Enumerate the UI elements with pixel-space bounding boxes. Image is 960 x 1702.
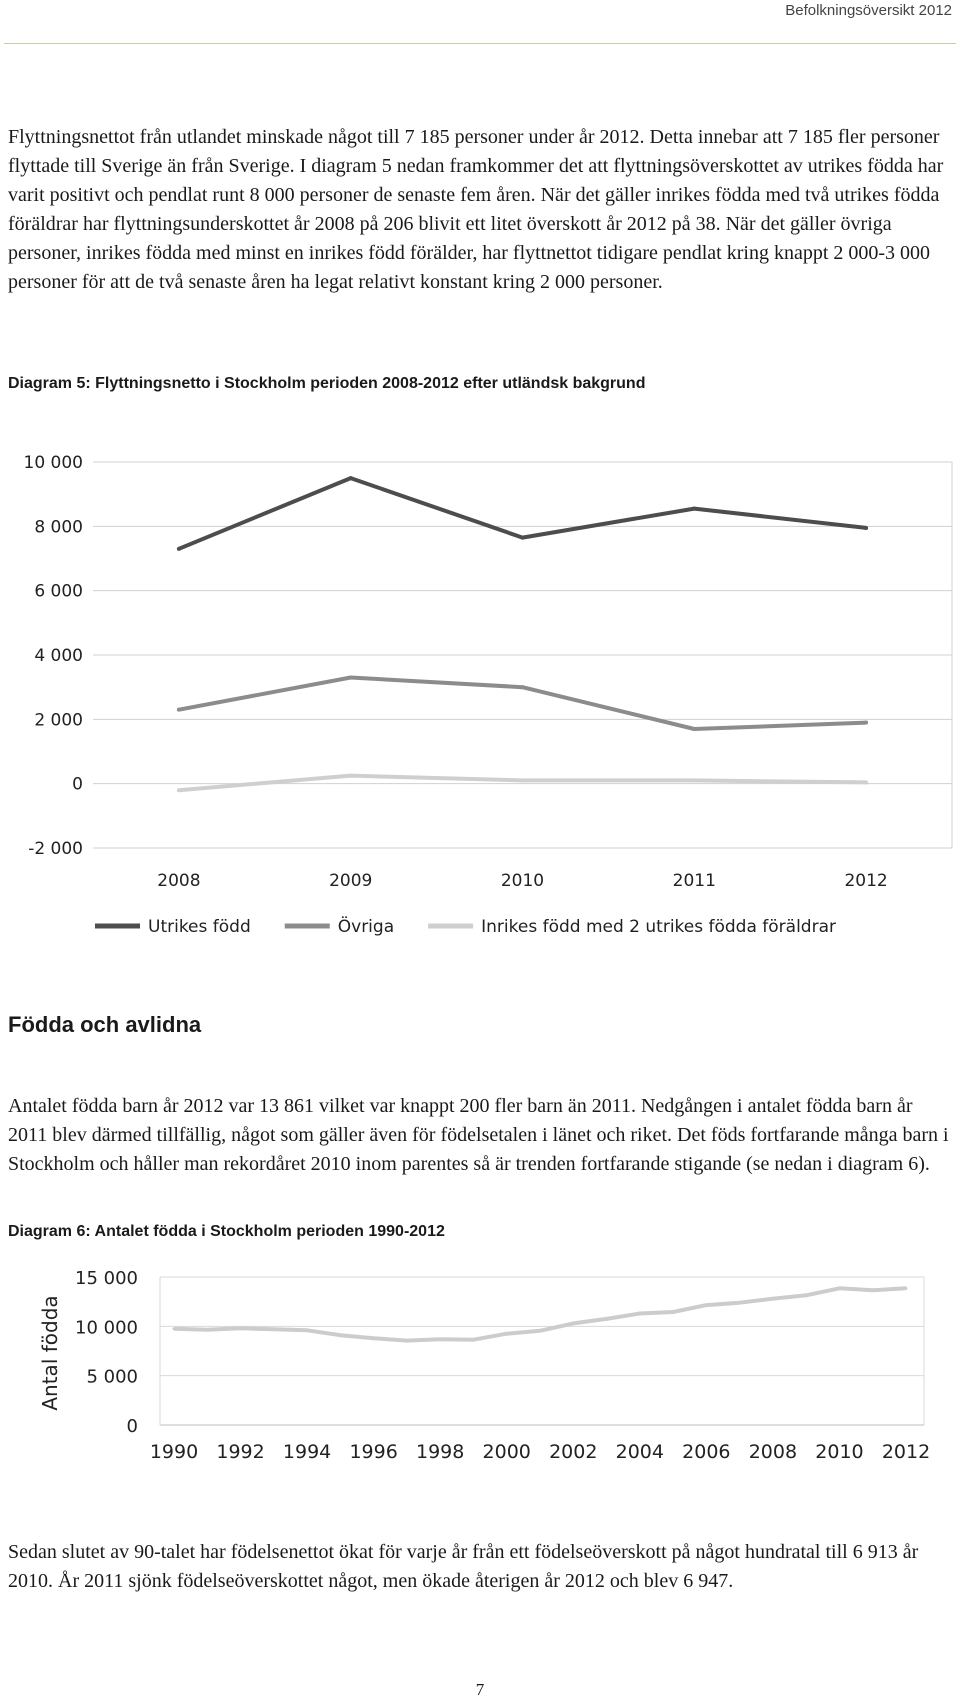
x-tick-label: 2012	[844, 871, 887, 891]
y-tick-label: 0	[72, 775, 83, 795]
data-point	[864, 720, 869, 725]
data-point	[348, 675, 353, 680]
data-point	[172, 1327, 176, 1331]
y-tick-label: 10 000	[24, 453, 83, 473]
y-tick-label: 4 000	[34, 646, 83, 666]
page-header: Befolkningsöversikt 2012	[0, 0, 960, 44]
y-tick-label: -2 000	[28, 839, 83, 859]
x-tick-label: 2010	[815, 1441, 863, 1463]
x-tick-label: 2011	[673, 871, 716, 891]
x-tick-label: 2006	[682, 1441, 730, 1463]
x-tick-label: 1990	[150, 1441, 198, 1463]
diagram6-chart: 0 5 000 10 000 15 000 1990 1992 1994 1996 1998 20…	[38, 1268, 930, 1463]
data-point	[692, 506, 697, 511]
legend-label: Övriga	[338, 915, 394, 937]
x-tick-label: 1994	[283, 1441, 331, 1463]
y-tick-label: 5 000	[86, 1367, 138, 1388]
data-point	[738, 1301, 742, 1305]
data-point	[520, 685, 525, 690]
paragraph-births: Antalet födda barn år 2012 var 13 861 vi…	[8, 1095, 949, 1175]
legend-label: Inrikes född med 2 utrikes födda föräldr…	[481, 917, 836, 937]
page-number: 7	[475, 1680, 485, 1699]
series-line	[178, 773, 867, 793]
data-point	[904, 1286, 908, 1290]
diagram5-caption: Diagram 5: Flyttningsnetto i Stockholm p…	[8, 375, 646, 392]
data-point	[372, 1336, 376, 1340]
x-tick-label: 2000	[483, 1441, 531, 1463]
data-point	[871, 1288, 875, 1292]
x-tick-label: 2002	[549, 1441, 597, 1463]
header-divider	[4, 43, 956, 44]
x-tick-label: 2008	[157, 871, 200, 891]
x-tick-label: 1996	[349, 1441, 397, 1463]
x-tick-label: 2012	[882, 1441, 930, 1463]
y-tick-label: 2 000	[34, 710, 83, 730]
data-point	[505, 1332, 509, 1336]
data-point	[538, 1329, 542, 1333]
data-point	[272, 1327, 276, 1331]
data-point	[638, 1312, 642, 1316]
data-point	[205, 1328, 209, 1332]
paragraph-migration: Flyttningsnettot från utlandet minskade …	[8, 126, 944, 293]
diagram5-chart: -2 000 0 2 000 4 000 6 000 8 000 10 000 2008 200…	[24, 453, 953, 937]
x-tick-label: 2008	[749, 1441, 797, 1463]
data-point	[671, 1310, 675, 1314]
data-point	[438, 1337, 442, 1341]
series-line	[173, 1286, 907, 1343]
data-point	[704, 1303, 708, 1307]
data-point	[239, 1326, 243, 1330]
data-point	[176, 546, 181, 551]
y-tick-label: 0	[127, 1416, 138, 1437]
x-tick-label: 1992	[216, 1441, 264, 1463]
data-point	[692, 726, 697, 731]
data-point	[305, 1328, 309, 1332]
paragraph-birth-surplus: Sedan slutet av 90-talet har födelsenett…	[8, 1541, 919, 1592]
data-point	[405, 1339, 409, 1343]
x-tick-label: 1998	[416, 1441, 464, 1463]
data-point	[348, 773, 353, 778]
data-point	[837, 1286, 841, 1290]
data-point	[471, 1338, 475, 1342]
data-point	[571, 1321, 575, 1325]
data-point	[605, 1317, 609, 1321]
x-tick-label: 2010	[501, 871, 544, 891]
data-point	[520, 535, 525, 540]
y-axis-label: Antal födda	[38, 1295, 62, 1410]
data-point	[771, 1297, 775, 1301]
section-heading: Födda och avlidna	[8, 1012, 202, 1037]
x-tick-label: 2004	[616, 1441, 664, 1463]
data-point	[176, 707, 181, 712]
data-point	[804, 1293, 808, 1297]
y-tick-label: 6 000	[34, 582, 83, 602]
data-point	[176, 788, 181, 793]
data-point	[348, 476, 353, 481]
data-point	[338, 1333, 342, 1337]
data-point	[864, 525, 869, 530]
data-point	[692, 778, 697, 783]
legend-label: Utrikes född	[148, 917, 251, 937]
header-title: Befolkningsöversikt 2012	[785, 2, 952, 19]
y-tick-label: 10 000	[75, 1317, 138, 1338]
diagram6-caption: Diagram 6: Antalet födda i Stockholm per…	[8, 1223, 445, 1240]
y-tick-label: 8 000	[34, 517, 83, 537]
x-tick-label: 2009	[329, 871, 372, 891]
y-tick-label: 15 000	[75, 1268, 138, 1289]
data-point	[864, 780, 869, 785]
data-point	[520, 778, 525, 783]
